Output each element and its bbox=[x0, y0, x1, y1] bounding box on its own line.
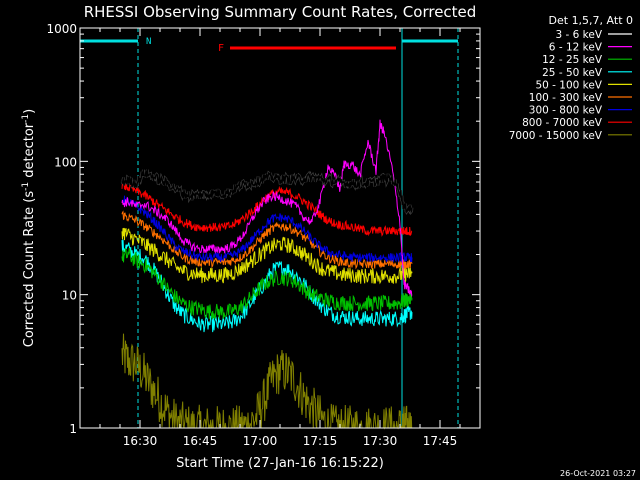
legend-entry-label: 800 - 7000 keV bbox=[522, 117, 603, 129]
x-axis-label: Start Time (27-Jan-16 16:15:22) bbox=[176, 456, 384, 471]
x-tick-label: 16:30 bbox=[123, 434, 158, 448]
legend-entry-label: 25 - 50 keV bbox=[542, 67, 603, 79]
series-line-4 bbox=[121, 227, 413, 285]
legend-entry-label: 100 - 300 keV bbox=[529, 92, 603, 104]
y-tick-label: 1 bbox=[69, 422, 77, 436]
series-line-0 bbox=[121, 169, 413, 214]
legend-title: Det 1,5,7, Att 0 bbox=[549, 14, 633, 27]
series-line-2 bbox=[121, 247, 413, 320]
y-tick-label: 100 bbox=[54, 155, 77, 169]
y-axis-label-sup2: -1 bbox=[21, 114, 31, 123]
x-axis-ticks: 16:30 16:45 17:00 17:15 17:30 17:45 bbox=[99, 28, 461, 448]
x-tick-label: 17:30 bbox=[363, 434, 398, 448]
legend-entry-label: 6 - 12 keV bbox=[549, 42, 603, 54]
x-tick-label: 17:45 bbox=[423, 434, 458, 448]
series-lines bbox=[120, 119, 414, 430]
y-axis-label-mid: detector bbox=[22, 122, 37, 182]
y-axis-label: Corrected Count Rate (s-1 detector-1) bbox=[21, 109, 37, 347]
y-axis-ticks: 1 10 100 1000 bbox=[46, 22, 480, 436]
legend-entry-label: 12 - 25 keV bbox=[542, 54, 603, 66]
x-tick-label: 16:45 bbox=[183, 434, 218, 448]
legend-entry-label: 7000 - 15000 keV bbox=[509, 130, 603, 142]
chart-title: RHESSI Observing Summary Count Rates, Co… bbox=[84, 3, 477, 21]
y-tick-label: 1000 bbox=[46, 22, 77, 36]
legend-entry-label: 300 - 800 keV bbox=[529, 105, 603, 117]
x-tick-label: 17:15 bbox=[303, 434, 338, 448]
night-label: N bbox=[146, 37, 151, 47]
series-line-5 bbox=[121, 210, 413, 270]
flare-label: F bbox=[218, 43, 224, 54]
x-tick-label: 17:00 bbox=[243, 434, 278, 448]
timestamp: 26-Oct-2021 03:27 bbox=[560, 469, 636, 478]
series-line-7 bbox=[121, 181, 413, 237]
series-line-6 bbox=[121, 195, 413, 264]
y-axis-label-end: ) bbox=[22, 109, 37, 114]
legend-entry-label: 3 - 6 keV bbox=[555, 29, 602, 41]
legend-entry-label: 50 - 100 keV bbox=[535, 79, 602, 91]
y-tick-label: 10 bbox=[62, 289, 77, 303]
series-line-1 bbox=[121, 119, 413, 298]
y-axis-label-sup1: -1 bbox=[21, 182, 31, 191]
y-axis-label-base: Corrected Count Rate (s bbox=[22, 191, 37, 348]
